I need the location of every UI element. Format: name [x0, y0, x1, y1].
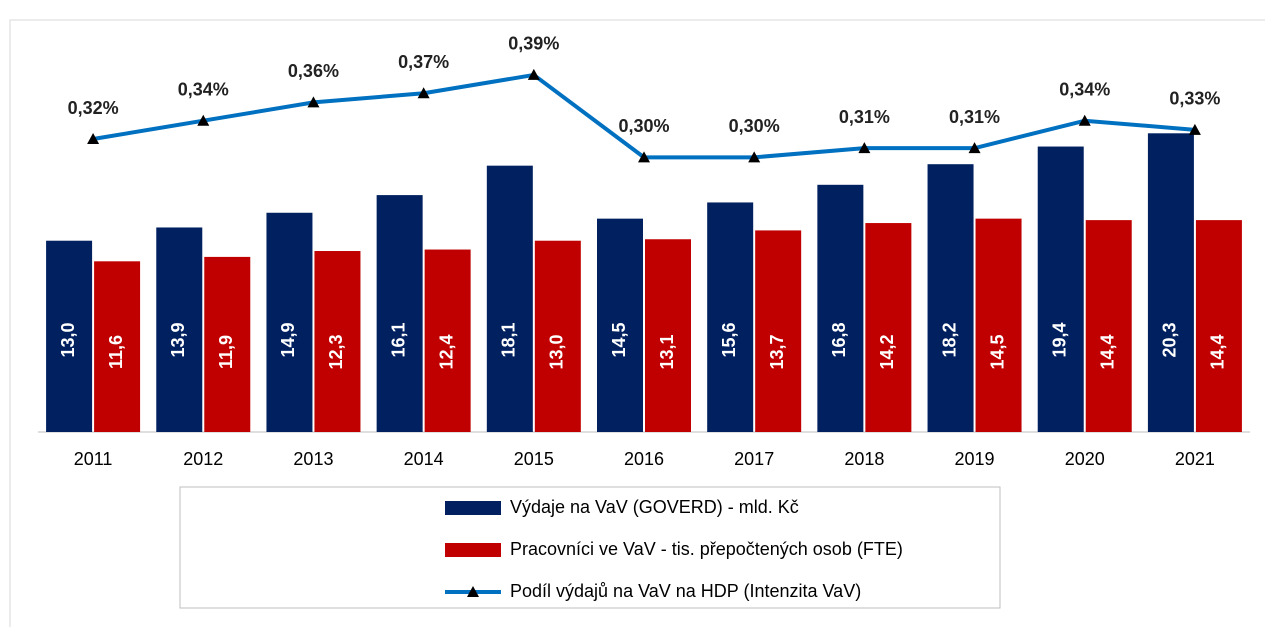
line-value-label: 0,37% — [398, 52, 449, 72]
x-tick-label: 2019 — [955, 449, 995, 469]
legend-label: Podíl výdajů na VaV na HDP (Intenzita Va… — [510, 581, 861, 601]
line-marker — [1188, 123, 1201, 135]
line-marker — [858, 142, 871, 154]
bar — [314, 251, 361, 432]
bar — [1147, 133, 1194, 433]
bar — [1195, 220, 1242, 432]
line-value-label: 0,30% — [729, 116, 780, 136]
bar — [94, 261, 141, 432]
bar — [817, 184, 864, 432]
legend-label: Pracovníci ve VaV - tis. přepočtených os… — [510, 539, 903, 559]
x-tick-label: 2014 — [404, 449, 444, 469]
legend-swatch — [445, 543, 501, 557]
bar — [266, 212, 313, 432]
x-tick-label: 2015 — [514, 449, 554, 469]
line-marker — [307, 96, 320, 108]
line-marker — [1078, 114, 1091, 126]
bar — [865, 223, 912, 432]
bar-value-label: 11,9 — [216, 335, 236, 369]
legend-label: Výdaje na VaV (GOVERD) - mld. Kč — [510, 497, 799, 517]
line-value-label: 0,36% — [288, 61, 339, 81]
line-marker — [638, 151, 650, 163]
bar-value-label: 14,9 — [278, 322, 298, 357]
bar-value-label: 14,5 — [609, 322, 629, 357]
line-marker — [417, 87, 430, 99]
bar — [927, 164, 974, 432]
bar-value-label: 18,2 — [939, 322, 959, 357]
line-marker — [748, 151, 761, 163]
x-tick-label: 2021 — [1175, 449, 1215, 469]
line-marker — [527, 68, 540, 80]
x-tick-label: 2016 — [624, 449, 664, 469]
line-marker — [87, 133, 100, 145]
bar-value-label: 13,1 — [657, 334, 677, 369]
bar-value-label: 16,8 — [829, 322, 849, 357]
chart-frame — [9, 19, 1265, 627]
legend-box — [179, 486, 1001, 609]
line-value-label: 0,30% — [618, 116, 669, 136]
bar — [534, 240, 581, 432]
bar — [755, 230, 802, 432]
bar-value-label: 14,2 — [877, 334, 897, 369]
bar — [204, 256, 251, 432]
line-value-label: 0,39% — [508, 34, 559, 54]
line-value-label: 0,32% — [68, 98, 119, 118]
bar-value-label: 13,7 — [767, 334, 787, 369]
bar-value-label: 14,4 — [1097, 334, 1117, 369]
bar-value-label: 18,1 — [499, 322, 519, 357]
line-value-label: 0,31% — [949, 107, 1000, 127]
bar-value-label: 12,4 — [436, 334, 456, 369]
bar-value-label: 16,1 — [388, 322, 408, 357]
line-value-label: 0,31% — [839, 107, 890, 127]
bar-value-label: 20,3 — [1160, 322, 1180, 357]
bar-value-label: 12,3 — [326, 334, 346, 369]
bar — [597, 218, 643, 432]
bar-value-label: 13,0 — [547, 334, 567, 369]
bar — [424, 249, 471, 432]
x-tick-label: 2011 — [74, 449, 113, 469]
x-tick-label: 2017 — [734, 449, 774, 469]
line-value-label: 0,34% — [1059, 79, 1110, 99]
line-value-label: 0,33% — [1169, 89, 1220, 109]
bar-value-label: 19,4 — [1049, 322, 1069, 357]
bar-value-label: 13,9 — [168, 322, 188, 357]
line-marker — [968, 142, 981, 154]
x-tick-label: 2013 — [293, 449, 333, 469]
bar — [156, 227, 203, 432]
bar — [376, 195, 423, 432]
bar — [1037, 146, 1084, 433]
bar-value-label: 13,0 — [58, 322, 78, 357]
x-tick-label: 2018 — [844, 449, 884, 469]
bar-value-label: 14,4 — [1208, 334, 1228, 369]
line-marker — [197, 114, 210, 126]
line-value-label: 0,34% — [178, 79, 229, 99]
bar-value-label: 14,5 — [987, 334, 1007, 369]
bar — [46, 240, 93, 432]
legend-swatch — [445, 501, 501, 515]
bar-value-label: 15,6 — [719, 322, 739, 357]
bar — [975, 218, 1022, 432]
bar — [645, 239, 691, 432]
legend-marker — [467, 586, 479, 597]
bar-value-label: 11,6 — [106, 335, 126, 369]
bar — [1085, 220, 1132, 432]
bar — [486, 165, 533, 432]
x-tick-label: 2012 — [183, 449, 223, 469]
bar — [707, 202, 754, 432]
x-tick-label: 2020 — [1065, 449, 1105, 469]
